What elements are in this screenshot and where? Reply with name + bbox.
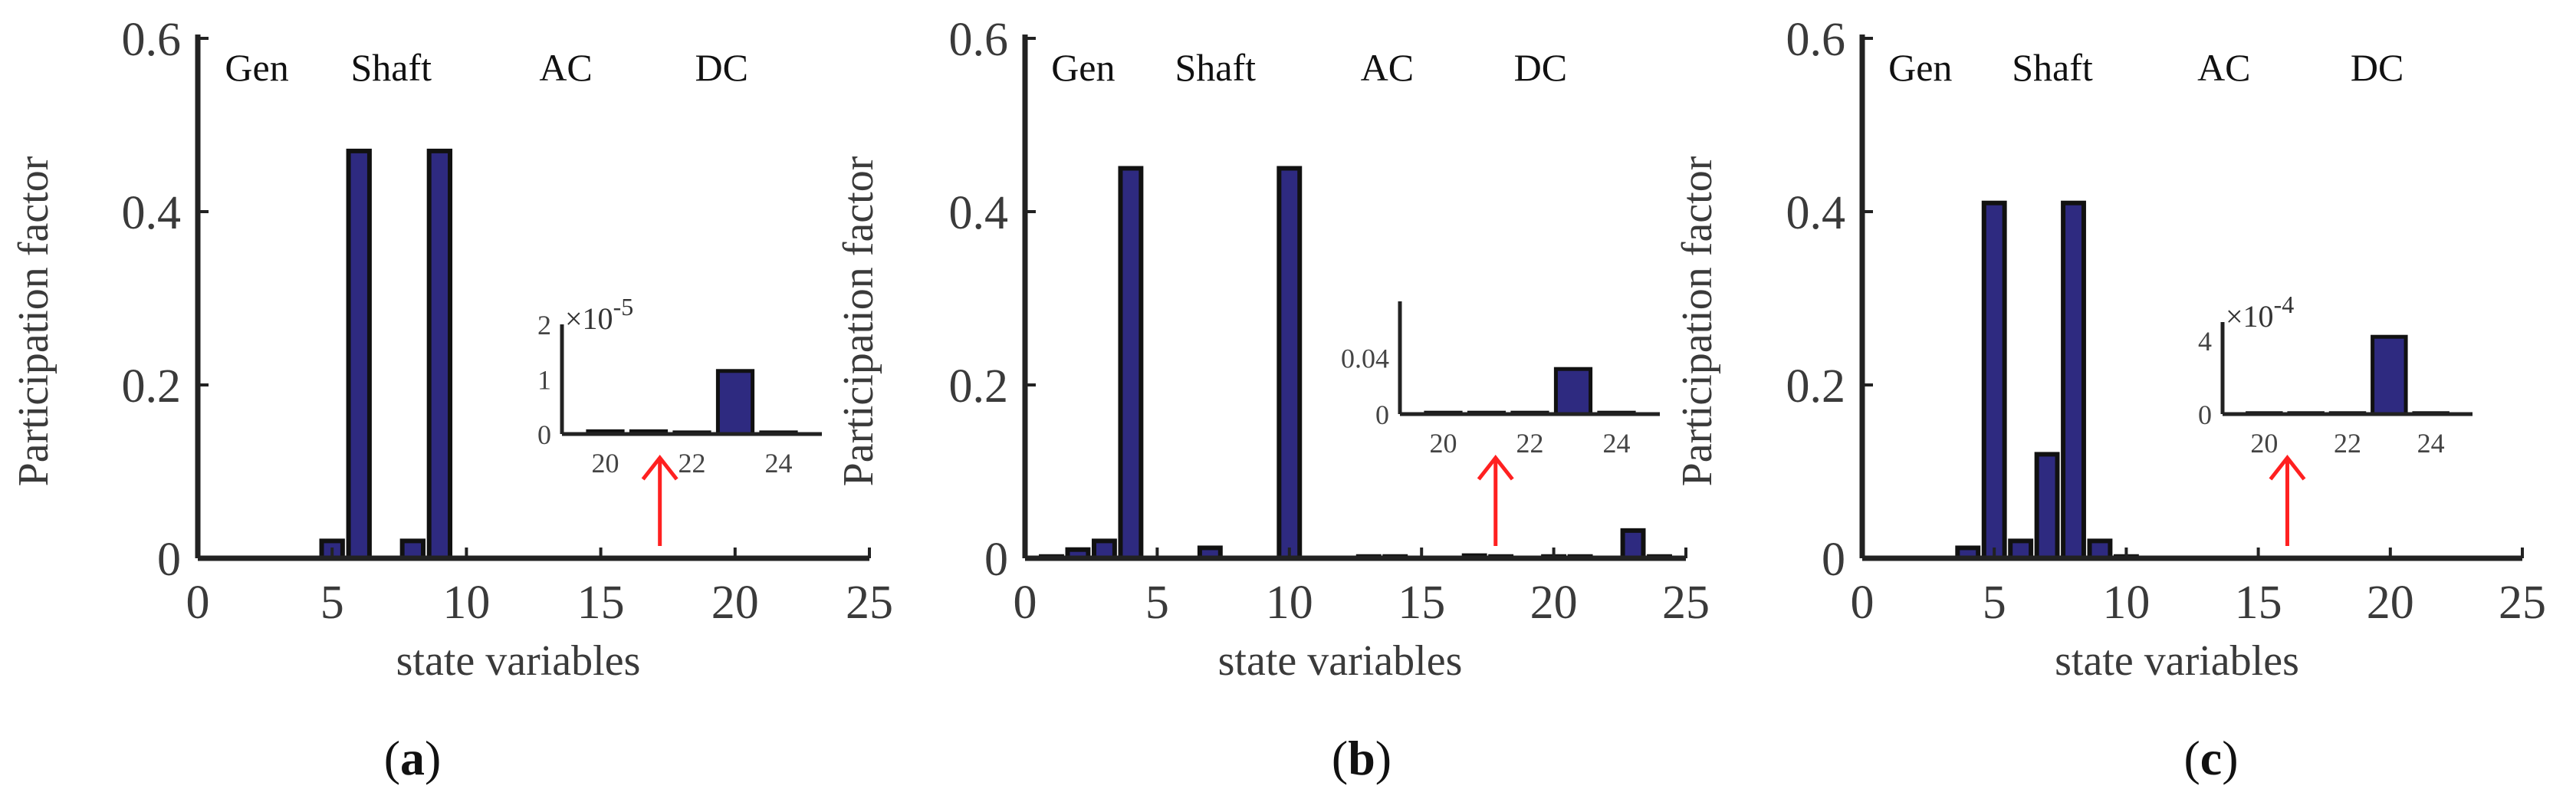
inset-y-tick-label: 0.04 [1341, 344, 1389, 374]
y-tick-label: 0.6 [122, 14, 182, 66]
inset-bar [1556, 369, 1590, 414]
y-axis-label: Participation factor [10, 156, 58, 486]
panel-caption: (b) [1332, 731, 1392, 785]
y-tick-label: 0.6 [949, 14, 1009, 66]
region-label: Gen [1051, 46, 1115, 89]
inset-x-tick-label: 20 [1430, 428, 1457, 459]
x-tick-label: 25 [1662, 577, 1710, 629]
x-axis-label: state variables [396, 637, 641, 685]
x-tick-label: 25 [2499, 577, 2546, 629]
inset-x-tick-label: 22 [2334, 428, 2361, 459]
region-label: Gen [225, 46, 288, 89]
x-tick-label: 20 [2367, 577, 2414, 629]
inset-scale-factor: ×10-4 [2226, 291, 2294, 334]
x-tick-label: 25 [846, 577, 893, 629]
bar [1984, 203, 2005, 558]
x-tick-label: 5 [320, 577, 344, 629]
inset-y-tick-label: 0 [537, 419, 551, 450]
panel-b: 0 0.2 0.4 0.6 0 5 10 15 20 25 state variables Parti… [835, 14, 1710, 785]
x-tick-label: 20 [1530, 577, 1578, 629]
x-tick-label: 15 [1398, 577, 1445, 629]
x-tick-label: 0 [186, 577, 210, 629]
inset-y-tick-label: 1 [537, 365, 551, 396]
inset-x-tick-label: 20 [2250, 428, 2278, 459]
inset-y-tick-label: 2 [537, 310, 551, 340]
inset-y-tick-label: 0 [1375, 400, 1389, 430]
y-tick-label: 0.4 [949, 187, 1009, 239]
panel-c: 0 0.2 0.4 0.6 0 5 10 15 20 25 state variables Parti… [1674, 14, 2546, 785]
x-tick-label: 10 [2102, 577, 2150, 629]
inset-scale-factor: ×10-5 [565, 293, 633, 336]
inset-x-tick-label: 20 [592, 448, 619, 478]
inset-bar [718, 371, 752, 434]
region-label: DC [2351, 46, 2404, 89]
x-tick-label: 10 [1266, 577, 1313, 629]
inset-chart: 0 1 2 20 22 24 ×10-5 [537, 293, 822, 478]
inset-y-tick-label: 4 [2198, 326, 2212, 357]
x-tick-label: 15 [577, 577, 625, 629]
figure: 00.20.40.60 5 10 15 20 25state variablesParti… [0, 0, 2576, 809]
region-label: Shaft [2012, 46, 2093, 89]
x-tick-label: 0 [1851, 577, 1875, 629]
y-axis-label: Participation factor [1674, 156, 1721, 486]
x-tick-label: 10 [442, 577, 490, 629]
region-label: AC [539, 46, 592, 89]
y-tick-label: 0.4 [1786, 187, 1846, 239]
y-axis-label: Participation factor [835, 156, 882, 486]
region-label: AC [1361, 46, 1414, 89]
bar [1279, 169, 1300, 559]
inset-y-tick-label: 0 [2198, 400, 2212, 430]
x-axis-label: state variables [2055, 637, 2299, 685]
highlight-arrow [2270, 458, 2304, 546]
x-axis-label: state variables [1218, 637, 1463, 685]
inset-bar [2373, 337, 2406, 414]
bar [1120, 169, 1141, 559]
y-tick-label: 0.4 [122, 187, 182, 239]
y-tick-label: 0 [1822, 534, 1845, 586]
y-tick-label: 0.2 [1786, 360, 1846, 413]
bar [1623, 531, 1644, 558]
x-tick-label: 5 [1145, 577, 1169, 629]
region-label: AC [2197, 46, 2250, 89]
region-label: Shaft [351, 46, 432, 89]
inset-chart: 0 4 20 22 24 ×10-4 [2198, 291, 2472, 459]
region-label: DC [1514, 46, 1567, 89]
inset-x-tick-label: 24 [1603, 428, 1631, 459]
panel-caption: (c) [2183, 731, 2238, 785]
x-tick-label: 15 [2235, 577, 2282, 629]
highlight-arrow [1479, 458, 1513, 546]
y-tick-label: 0 [984, 534, 1008, 586]
region-label: DC [695, 46, 748, 89]
y-tick-label: 0.2 [122, 360, 182, 413]
region-label: Shaft [1175, 46, 1256, 89]
inset-chart: 0 0.04 20 22 24 [1341, 301, 1660, 459]
x-tick-label: 0 [1014, 577, 1037, 629]
x-tick-label: 20 [711, 577, 759, 629]
bar [349, 151, 370, 558]
bar [429, 151, 450, 558]
region-label: Gen [1888, 46, 1952, 89]
bar [2037, 454, 2058, 558]
y-tick-label: 0.2 [949, 360, 1009, 413]
highlight-arrow [643, 458, 677, 546]
inset-x-tick-label: 22 [678, 448, 706, 478]
inset-x-tick-label: 22 [1516, 428, 1544, 459]
inset-x-tick-label: 24 [2417, 428, 2445, 459]
panel-caption: (a) [384, 731, 442, 785]
x-tick-label: 5 [1983, 577, 2006, 629]
inset-x-tick-label: 24 [765, 448, 793, 478]
bar [2063, 203, 2084, 558]
y-tick-label: 0 [157, 534, 181, 586]
y-tick-label: 0.6 [1786, 14, 1846, 66]
